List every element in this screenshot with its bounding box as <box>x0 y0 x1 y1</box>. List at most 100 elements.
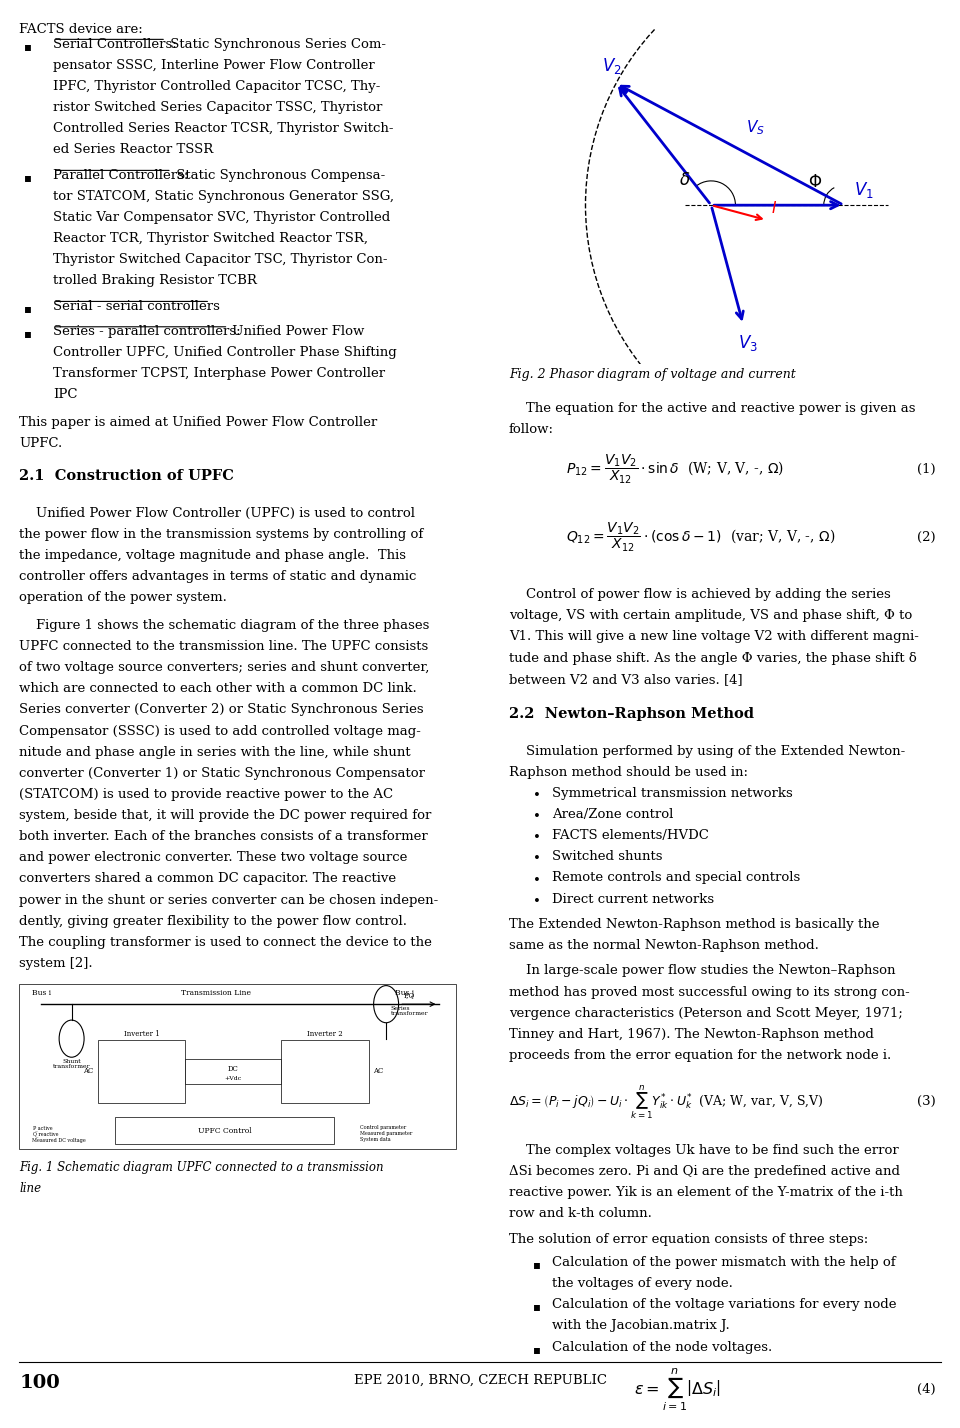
Text: Reactor TCR, Thyristor Switched Reactor TSR,: Reactor TCR, Thyristor Switched Reactor … <box>53 233 368 246</box>
Text: vergence characteristics (Peterson and Scott Meyer, 1971;: vergence characteristics (Peterson and S… <box>509 1007 902 1020</box>
Text: Controller UPFC, Unified Controller Phase Shifting: Controller UPFC, Unified Controller Phas… <box>53 346 396 360</box>
Text: Static Synchronous Compensa-: Static Synchronous Compensa- <box>172 169 385 181</box>
Text: Compensator (SSSC) is used to add controlled voltage mag-: Compensator (SSSC) is used to add contro… <box>19 724 421 737</box>
Text: proceeds from the error equation for the network node i.: proceeds from the error equation for the… <box>509 1050 891 1062</box>
Text: system, beside that, it will provide the DC power required for: system, beside that, it will provide the… <box>19 810 432 823</box>
Text: Series
transformer: Series transformer <box>391 1005 428 1017</box>
Text: the impedance, voltage magnitude and phase angle.  This: the impedance, voltage magnitude and pha… <box>19 550 406 563</box>
Text: Transformer TCPST, Interphase Power Controller: Transformer TCPST, Interphase Power Cont… <box>53 367 385 380</box>
Text: Shunt
transformer: Shunt transformer <box>53 1058 90 1070</box>
Text: •: • <box>533 874 540 887</box>
Text: Inverter 1: Inverter 1 <box>124 1031 159 1038</box>
Text: Control parameter
Measured parameter
System data: Control parameter Measured parameter Sys… <box>360 1125 412 1142</box>
Bar <box>185 1060 281 1084</box>
Text: AC: AC <box>83 1068 93 1075</box>
Text: Unified Power Flow: Unified Power Flow <box>228 326 365 338</box>
Text: The equation for the active and reactive power is given as: The equation for the active and reactive… <box>509 403 915 416</box>
Text: (2): (2) <box>917 531 935 544</box>
Text: $\varepsilon = \sum_{i=1}^{n} \left| \Delta S_i \right|$: $\varepsilon = \sum_{i=1}^{n} \left| \De… <box>634 1365 721 1412</box>
Text: tude and phase shift. As the angle Φ varies, the phase shift δ: tude and phase shift. As the angle Φ var… <box>509 651 917 664</box>
Text: In large-scale power flow studies the Newton–Raphson: In large-scale power flow studies the Ne… <box>509 964 896 977</box>
Text: $V_3$: $V_3$ <box>737 333 757 354</box>
Text: Figure 1 shows the schematic diagram of the three phases: Figure 1 shows the schematic diagram of … <box>19 618 429 631</box>
Text: Calculation of the voltage variations for every node: Calculation of the voltage variations fo… <box>552 1298 897 1311</box>
Text: •: • <box>533 831 540 844</box>
Text: Serial Controllers:: Serial Controllers: <box>53 37 177 50</box>
Bar <box>115 1118 334 1144</box>
Text: DC: DC <box>228 1065 239 1072</box>
Text: FACTS device are:: FACTS device are: <box>19 23 143 36</box>
Text: which are connected to each other with a common DC link.: which are connected to each other with a… <box>19 683 417 695</box>
Text: Remote controls and special controls: Remote controls and special controls <box>552 871 801 884</box>
Text: •: • <box>533 895 540 908</box>
Text: ristor Switched Series Capacitor TSSC, Thyristor: ristor Switched Series Capacitor TSSC, T… <box>53 101 382 114</box>
Text: same as the normal Newton-Raphson method.: same as the normal Newton-Raphson method… <box>509 940 819 952</box>
Text: power in the shunt or series converter can be chosen indepen-: power in the shunt or series converter c… <box>19 894 439 907</box>
Text: $V_2$: $V_2$ <box>602 56 621 76</box>
Text: the power flow in the transmission systems by controlling of: the power flow in the transmission syste… <box>19 528 423 541</box>
Text: ed Series Reactor TSSR: ed Series Reactor TSSR <box>53 143 213 156</box>
Bar <box>281 1041 369 1102</box>
Text: Unified Power Flow Controller (UPFC) is used to control: Unified Power Flow Controller (UPFC) is … <box>19 507 415 520</box>
Text: ▪: ▪ <box>24 171 32 184</box>
Text: The Extended Newton-Raphson method is basically the: The Extended Newton-Raphson method is ba… <box>509 918 879 931</box>
Text: Control of power flow is achieved by adding the series: Control of power flow is achieved by add… <box>509 588 891 601</box>
Text: P_active
Q_reactive
Measured DC voltage: P_active Q_reactive Measured DC voltage <box>33 1125 86 1144</box>
Text: $Q_{12} = \dfrac{V_1 V_2}{X_{12}} \cdot (\cos\delta - 1)$  (var; V, V, -, $\Omeg: $Q_{12} = \dfrac{V_1 V_2}{X_{12}} \cdot … <box>566 521 836 554</box>
Text: 2.2  Newton–Raphson Method: 2.2 Newton–Raphson Method <box>509 707 754 721</box>
Text: •: • <box>533 853 540 865</box>
Text: between V2 and V3 also varies. [4]: between V2 and V3 also varies. [4] <box>509 673 742 685</box>
Text: IPFC, Thyristor Controlled Capacitor TCSC, Thy-: IPFC, Thyristor Controlled Capacitor TCS… <box>53 80 380 93</box>
Text: $P_{12} = \dfrac{V_1 V_2}{X_{12}} \cdot \sin\delta$  (W; V, V, -, $\Omega$): $P_{12} = \dfrac{V_1 V_2}{X_{12}} \cdot … <box>566 453 784 487</box>
Text: (1): (1) <box>917 463 935 477</box>
Text: Bus j: Bus j <box>395 990 414 997</box>
Text: Parallel Controllers:: Parallel Controllers: <box>53 169 188 181</box>
Text: $V_S$: $V_S$ <box>746 119 764 137</box>
Text: system [2].: system [2]. <box>19 957 93 970</box>
Text: AC: AC <box>373 1068 384 1075</box>
Text: UPFC Control: UPFC Control <box>198 1127 252 1135</box>
Text: reactive power. Yik is an element of the Y-matrix of the i-th: reactive power. Yik is an element of the… <box>509 1187 902 1200</box>
Bar <box>19 984 456 1148</box>
Text: This paper is aimed at Unified Power Flow Controller: This paper is aimed at Unified Power Flo… <box>19 416 377 428</box>
Text: 100: 100 <box>19 1374 60 1392</box>
Text: both inverter. Each of the branches consists of a transformer: both inverter. Each of the branches cons… <box>19 830 428 843</box>
Text: method has proved most successful owing to its strong con-: method has proved most successful owing … <box>509 985 909 998</box>
Text: ▪: ▪ <box>24 327 32 340</box>
Text: ▪: ▪ <box>533 1301 540 1314</box>
Text: of two voltage source converters; series and shunt converter,: of two voltage source converters; series… <box>19 661 429 674</box>
Text: trolled Braking Resistor TCBR: trolled Braking Resistor TCBR <box>53 274 256 287</box>
Text: ΔSi becomes zero. Pi and Qi are the predefined active and: ΔSi becomes zero. Pi and Qi are the pred… <box>509 1165 900 1178</box>
Bar <box>98 1041 185 1102</box>
Text: +Vdc: +Vdc <box>225 1077 242 1081</box>
Text: Symmetrical transmission networks: Symmetrical transmission networks <box>552 787 793 800</box>
Text: Calculation of the node voltages.: Calculation of the node voltages. <box>552 1341 772 1354</box>
Text: Fig. 2 Phasor diagram of voltage and current: Fig. 2 Phasor diagram of voltage and cur… <box>509 368 796 381</box>
Text: (3): (3) <box>917 1095 936 1108</box>
Text: Controlled Series Reactor TCSR, Thyristor Switch-: Controlled Series Reactor TCSR, Thyristo… <box>53 123 394 136</box>
Text: Direct current networks: Direct current networks <box>552 892 714 905</box>
Text: UPFC.: UPFC. <box>19 437 62 450</box>
Text: $\Phi$: $\Phi$ <box>808 174 823 191</box>
Text: Series - parallel controllers:: Series - parallel controllers: <box>53 326 240 338</box>
Text: dently, giving greater flexibility to the power flow control.: dently, giving greater flexibility to th… <box>19 915 407 928</box>
Text: pensator SSSC, Interline Power Flow Controller: pensator SSSC, Interline Power Flow Cont… <box>53 59 374 71</box>
Text: $I$: $I$ <box>771 200 778 216</box>
Text: •: • <box>533 810 540 823</box>
Text: Inverter 2: Inverter 2 <box>307 1031 343 1038</box>
Text: Static Var Compensator SVC, Thyristor Controlled: Static Var Compensator SVC, Thyristor Co… <box>53 211 390 224</box>
Text: follow:: follow: <box>509 423 554 437</box>
Text: Serial - serial controllers: Serial - serial controllers <box>53 300 220 313</box>
Text: with the Jacobian.matrix J.: with the Jacobian.matrix J. <box>552 1319 730 1332</box>
Text: The solution of error equation consists of three steps:: The solution of error equation consists … <box>509 1232 868 1245</box>
Text: Simulation performed by using of the Extended Newton-: Simulation performed by using of the Ext… <box>509 744 905 758</box>
Text: P,Q: P,Q <box>403 991 415 1000</box>
Text: Bus i: Bus i <box>33 990 52 997</box>
Text: Raphson method should be used in:: Raphson method should be used in: <box>509 765 748 778</box>
Text: Series converter (Converter 2) or Static Synchronous Series: Series converter (Converter 2) or Static… <box>19 704 423 717</box>
Text: $\delta$: $\delta$ <box>679 171 690 188</box>
Text: Thyristor Switched Capacitor TSC, Thyristor Con-: Thyristor Switched Capacitor TSC, Thyris… <box>53 253 387 266</box>
Text: ▪: ▪ <box>24 40 32 53</box>
Text: Switched shunts: Switched shunts <box>552 850 662 864</box>
Text: Calculation of the power mismatch with the help of: Calculation of the power mismatch with t… <box>552 1257 896 1269</box>
